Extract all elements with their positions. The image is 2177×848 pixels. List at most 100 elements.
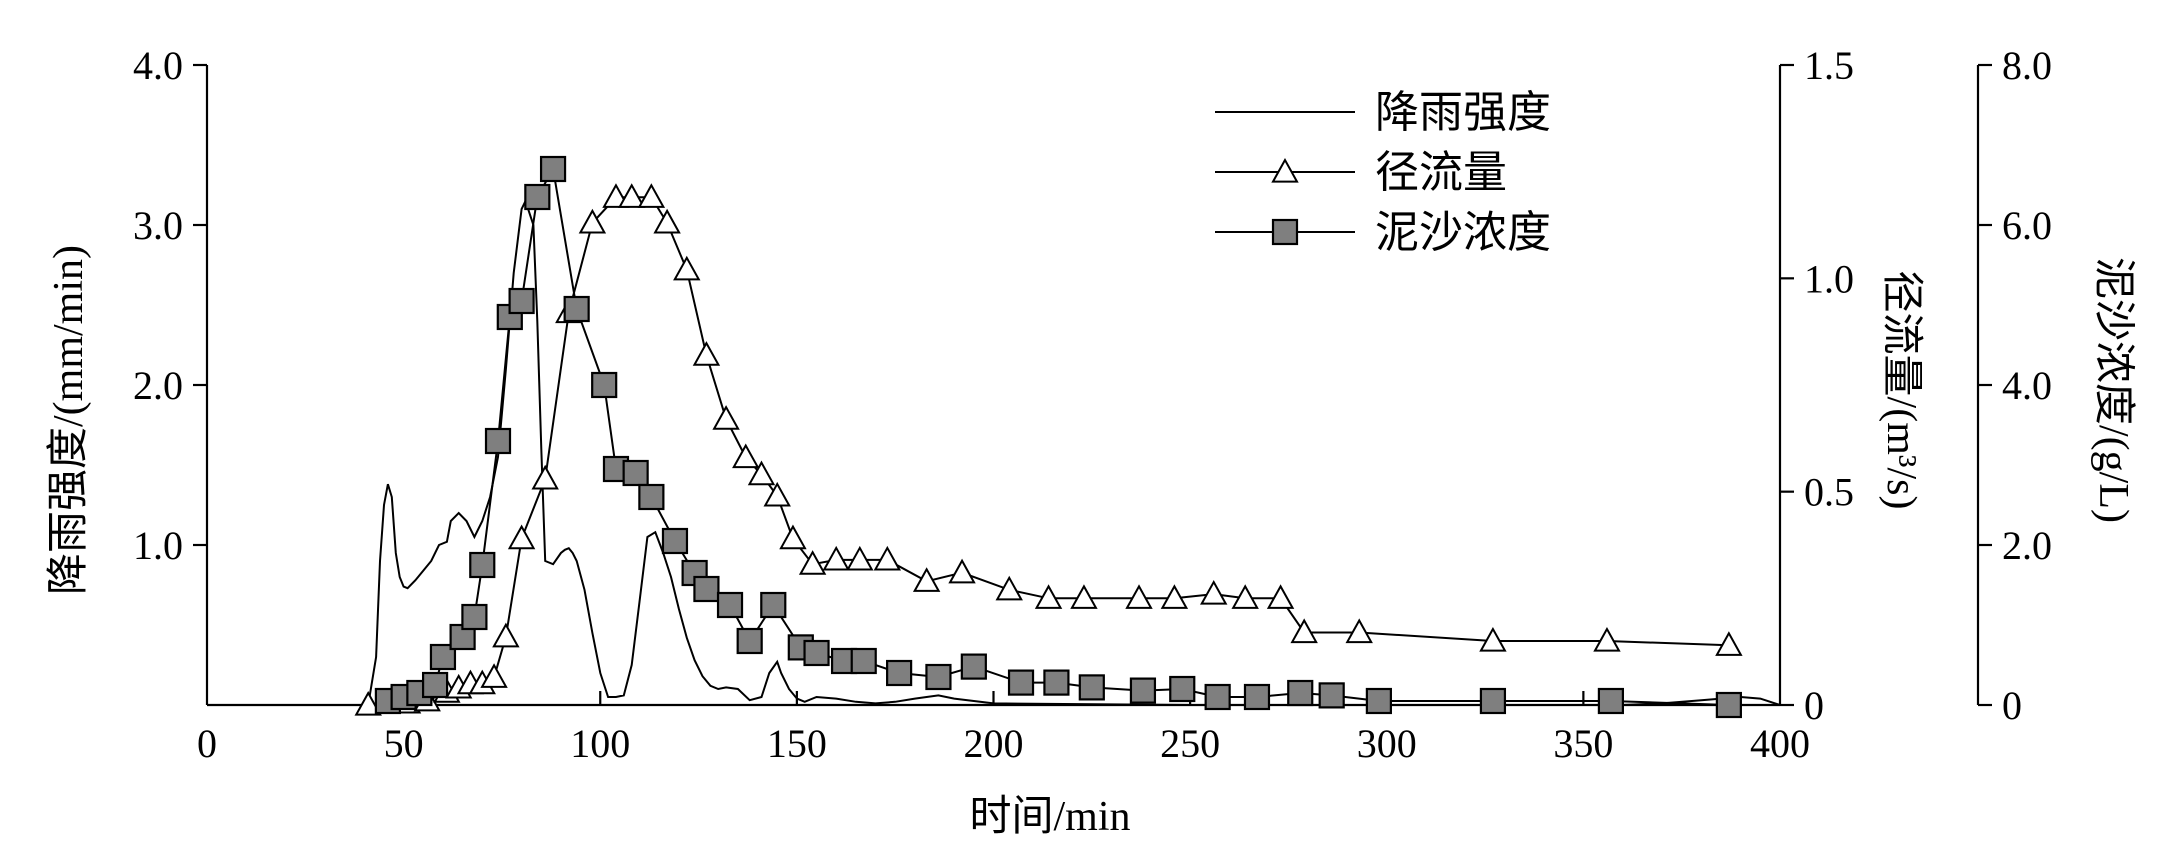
series-2-point	[1266, 584, 1295, 609]
series-2-point	[846, 545, 874, 571]
series-2-point	[1345, 618, 1373, 644]
series-3-point	[484, 427, 512, 455]
series-3-point	[508, 287, 535, 315]
series-3-point	[661, 527, 689, 555]
right1-tick-label: 1.0	[1804, 256, 1854, 301]
series-3-point	[1043, 669, 1070, 696]
series-3-point	[539, 155, 567, 183]
series-3-point	[421, 671, 449, 699]
series-2-point	[747, 460, 776, 486]
series-3-point	[1318, 682, 1345, 709]
series-2-point	[578, 208, 607, 234]
series-3-point	[1479, 687, 1507, 715]
series-3-point	[1243, 683, 1271, 711]
x-tick-label: 100	[570, 721, 630, 766]
right2-tick-label: 8.0	[2002, 43, 2052, 88]
x-tick-label: 350	[1553, 721, 1613, 766]
series-2-point	[912, 567, 941, 592]
series-3-point	[1169, 675, 1196, 703]
series-3-point	[925, 663, 952, 691]
left-tick-label: 3.0	[133, 203, 183, 248]
series-2-point	[1034, 584, 1063, 609]
plot-area	[354, 155, 1781, 719]
right1-tick-label: 0	[1804, 683, 1824, 728]
series-3-point	[1365, 687, 1392, 715]
right1-axis-title: 径流量/(m³/s)	[1878, 271, 1924, 510]
legend-item-2-marker	[1271, 157, 1299, 183]
series-2-point	[618, 183, 646, 208]
legend-item-3-marker	[1271, 218, 1299, 246]
series-2-point	[354, 690, 382, 716]
series-2-point	[822, 545, 850, 571]
series-2-point	[1479, 626, 1507, 652]
legend-item-3: 泥沙浓度	[1215, 208, 1551, 257]
series-2-point	[637, 183, 666, 208]
series-2-point	[948, 558, 976, 584]
series-2-point	[1160, 584, 1189, 609]
series-3-point	[1597, 687, 1625, 715]
x-tick-label: 200	[964, 721, 1024, 766]
right2-tick-label: 0	[2002, 683, 2022, 728]
right1-tick-label: 0.5	[1804, 470, 1854, 515]
series-3-point	[591, 371, 618, 399]
x-tick-label: 250	[1160, 721, 1220, 766]
x-tick-label: 400	[1750, 721, 1810, 766]
legend-item-1: 降雨强度	[1215, 88, 1551, 137]
x-tick-label: 50	[384, 721, 424, 766]
right2-tick-label: 2.0	[2002, 523, 2052, 568]
series-2-point	[492, 622, 520, 648]
series-2-point	[712, 405, 740, 430]
series-3-point	[716, 591, 744, 619]
series-3-point	[960, 653, 987, 680]
right2-tick-label: 6.0	[2002, 203, 2052, 248]
series-2	[354, 183, 1743, 716]
left-tick-label: 2.0	[133, 363, 183, 408]
x-tick-label: 0	[197, 721, 217, 766]
series-2-point	[1715, 631, 1743, 656]
left-tick-label: 1.0	[133, 523, 183, 568]
left-axis-title: 降雨强度/(mm/min)	[46, 245, 92, 595]
x-tick-label: 150	[767, 721, 827, 766]
x-axis-title: 时间/min	[969, 794, 1130, 840]
series-2-point	[507, 524, 536, 550]
series-3-point	[850, 647, 877, 675]
series-1	[356, 198, 1781, 706]
series-3-point	[693, 575, 720, 603]
x-tick-label: 300	[1357, 721, 1417, 766]
right1-tick-label: 1.5	[1804, 43, 1854, 88]
series-3-point	[638, 483, 665, 511]
series-3-point	[1287, 679, 1314, 707]
series-2-point	[692, 341, 721, 366]
series-2-point	[480, 663, 508, 688]
series-3-point	[524, 183, 551, 211]
series-2-point	[1593, 626, 1621, 652]
series-2-point	[1290, 618, 1318, 644]
series-3-point	[803, 639, 830, 667]
series-3-point	[1715, 691, 1742, 719]
series-3-point	[461, 603, 488, 631]
axes-group: 0 50 100 150 200 250 300 350 400 1.0 2.0 3.0 4.0 0 0.5…	[133, 43, 2052, 766]
series-2-point	[673, 255, 701, 281]
series-2-point	[732, 443, 760, 469]
series-3-point	[563, 295, 590, 323]
series-2-point	[995, 575, 1023, 601]
legend-item-2-label: 径流量	[1375, 148, 1507, 197]
series-2-point	[653, 208, 681, 234]
right2-tick-label: 4.0	[2002, 363, 2052, 408]
legend-item-3-label: 泥沙浓度	[1375, 208, 1551, 257]
series-3-point	[1204, 683, 1231, 711]
series-3-point	[760, 591, 787, 619]
series-3-point	[1007, 669, 1035, 696]
series-2-point	[798, 550, 827, 575]
legend-item-1-label: 降雨强度	[1375, 88, 1551, 137]
series-2-point	[779, 524, 807, 550]
series-2-point	[531, 464, 559, 490]
right2-axis-title: 泥沙浓度/(g/L)	[2090, 257, 2136, 523]
series-2-point	[763, 481, 791, 507]
series-3-point	[622, 459, 649, 487]
series-3-point	[736, 627, 763, 655]
series-3-point	[1078, 674, 1105, 701]
series-2-line	[368, 196, 1729, 706]
